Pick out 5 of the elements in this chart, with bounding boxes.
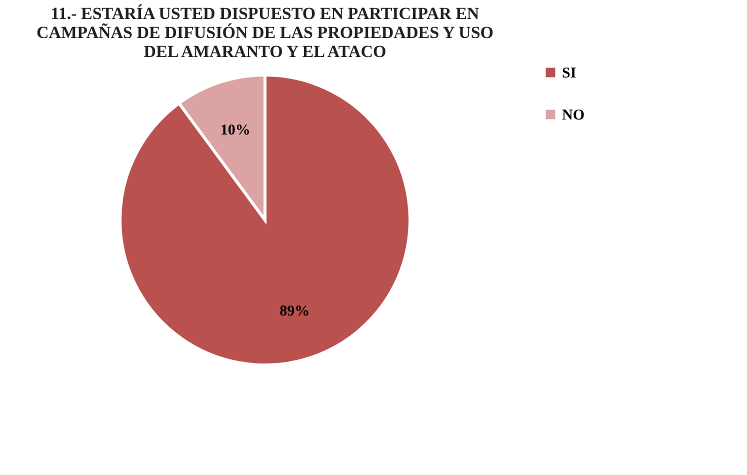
legend-label: SI [562,66,576,82]
data-label: 89% [280,303,310,320]
chart-title: 11.- ESTARÍA USTED DISPUESTO EN PARTICIPAR EN CAMPAÑAS DE DIFUSIÓN DE LAS PROPIEDADES Y USO DEL AMARANTO Y EL ATACO [36,4,494,61]
legend-label: NO [562,108,584,124]
data-label: 10% [220,122,250,139]
